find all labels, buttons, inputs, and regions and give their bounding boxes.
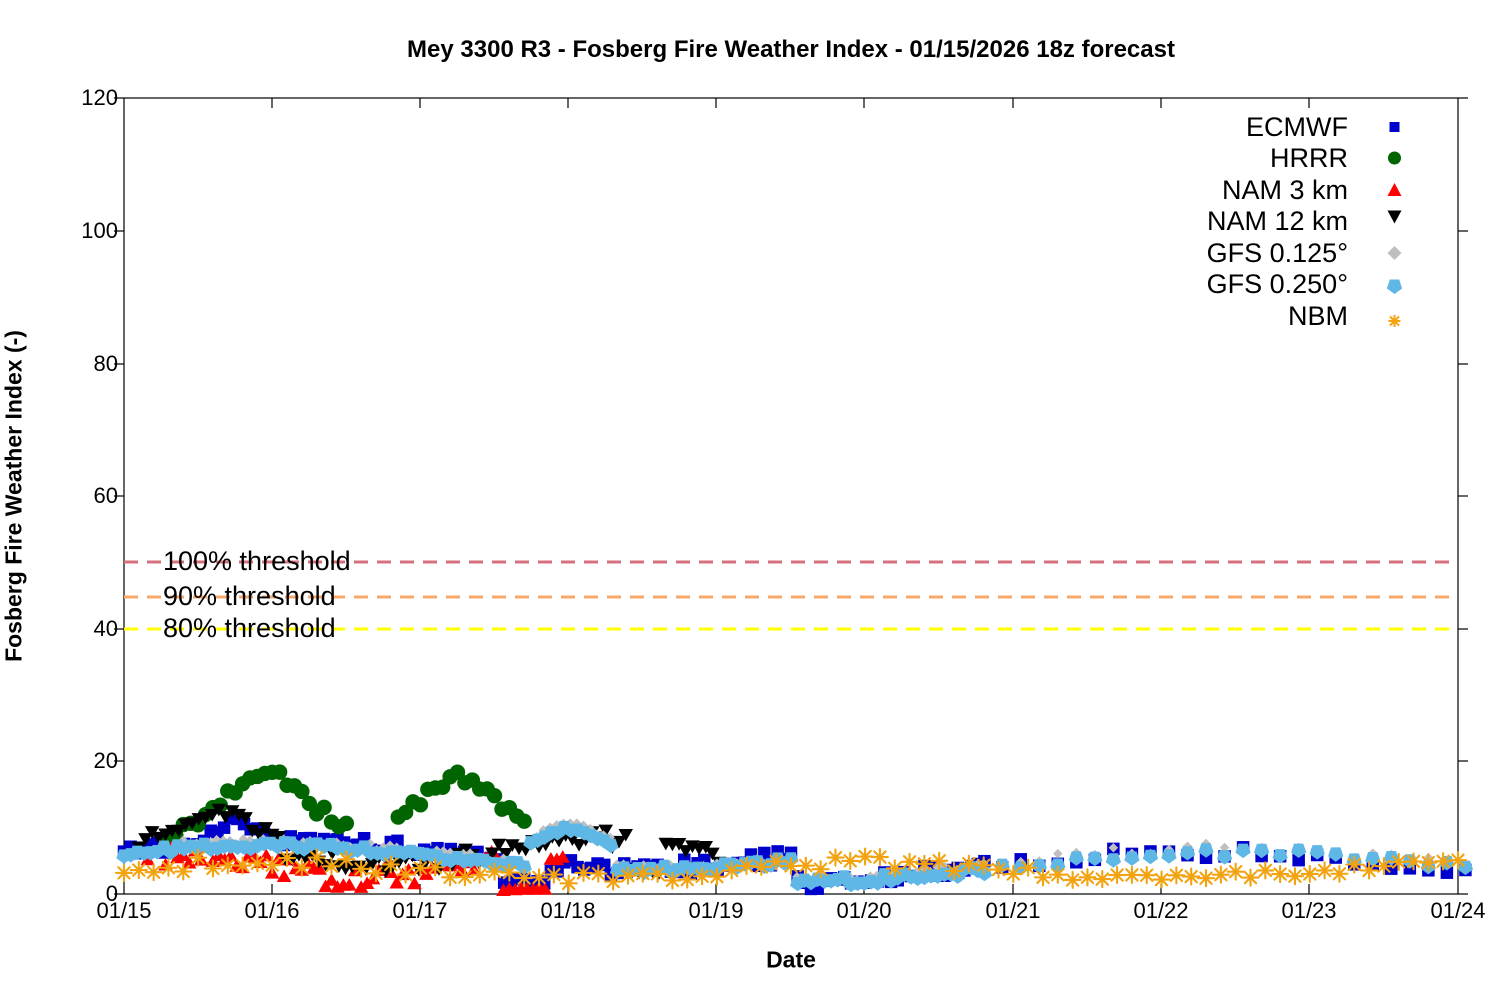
svg-text:90% threshold: 90% threshold	[163, 581, 336, 611]
svg-text:NAM 3 km: NAM 3 km	[1222, 175, 1348, 205]
svg-text:NAM 12 km: NAM 12 km	[1207, 206, 1348, 236]
svg-text:HRRR: HRRR	[1270, 143, 1348, 173]
svg-text:100% threshold: 100% threshold	[163, 546, 351, 576]
svg-text:NBM: NBM	[1288, 301, 1348, 331]
svg-text:ECMWF: ECMWF	[1246, 112, 1348, 142]
svg-text:80% threshold: 80% threshold	[163, 613, 336, 643]
svg-text:GFS 0.250°: GFS 0.250°	[1207, 269, 1348, 299]
svg-text:GFS 0.125°: GFS 0.125°	[1207, 238, 1348, 268]
